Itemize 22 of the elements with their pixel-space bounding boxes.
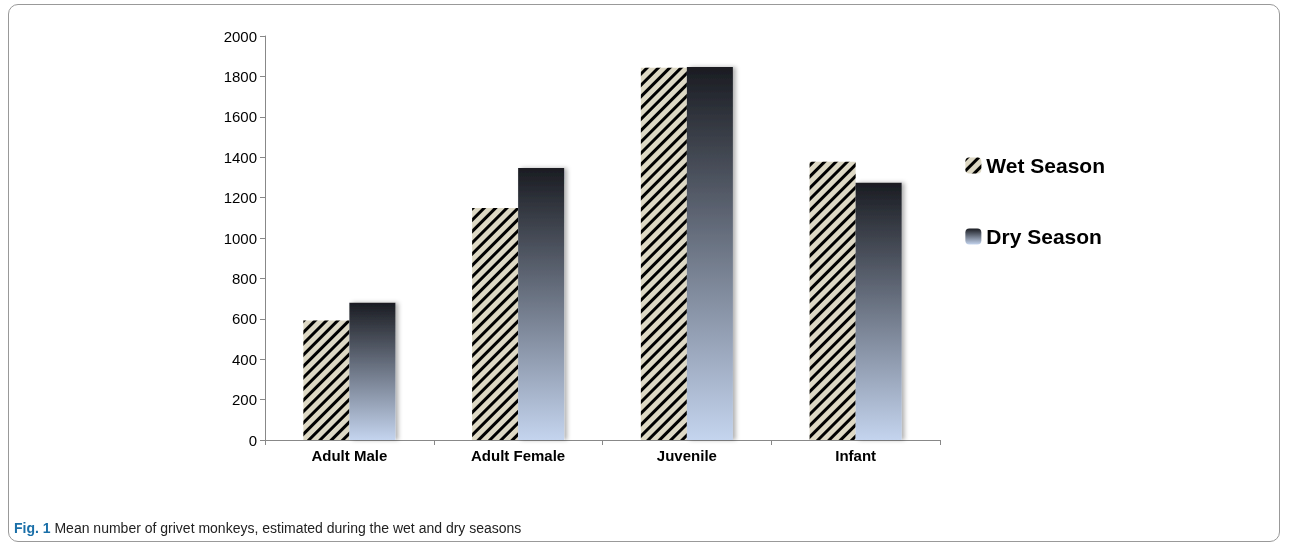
legend-label: Dry Season [986, 225, 1102, 248]
y-tick-label: 1600 [223, 108, 257, 126]
y-tick-label: 400 [231, 350, 257, 368]
bar [518, 167, 565, 440]
caption: Fig. 1 Mean number of grivet monkeys, estimated during the wet and dry seasons [14, 520, 522, 536]
bar [686, 67, 733, 440]
legend-label: Wet Season [986, 154, 1106, 177]
x-tick-label: Juvenile [656, 447, 717, 464]
x-tick-label: Infant [835, 447, 877, 464]
bar [855, 182, 902, 440]
y-tick-label: 1200 [223, 189, 257, 207]
y-tick-label: 1000 [223, 229, 257, 247]
x-tick-label: Adult Male [311, 447, 388, 464]
y-tick-label: 2000 [223, 27, 257, 45]
x-tick-label: Adult Female [471, 447, 566, 464]
y-tick-label: 0 [248, 431, 257, 449]
y-tick-label: 200 [231, 391, 257, 409]
y-tick-label: 600 [231, 310, 257, 328]
bar [349, 302, 396, 440]
y-tick-label: 1400 [223, 148, 257, 166]
y-tick-label: 1800 [223, 67, 257, 85]
y-tick-label: 800 [231, 269, 257, 287]
